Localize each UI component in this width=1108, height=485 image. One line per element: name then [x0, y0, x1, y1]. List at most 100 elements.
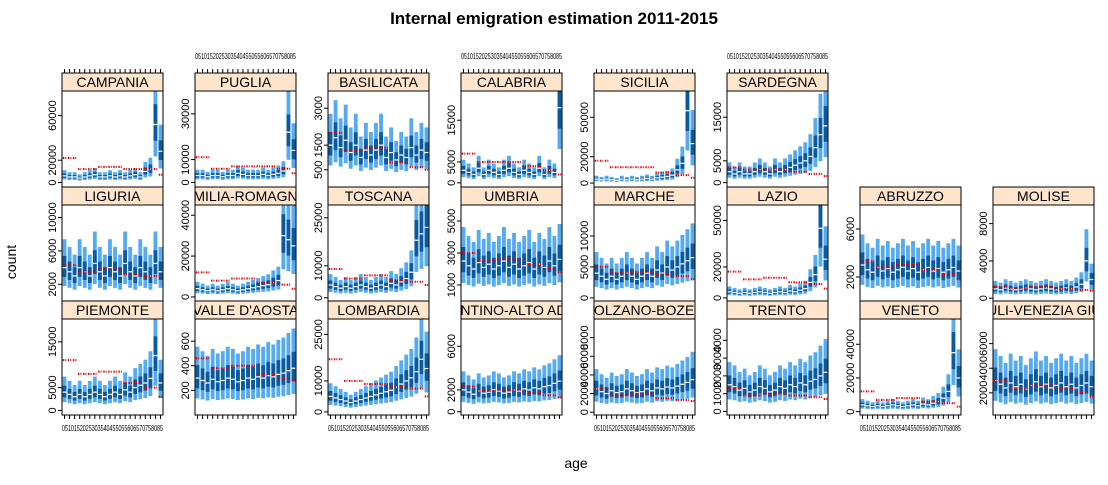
median-mark: [624, 179, 629, 181]
inner-band: [808, 147, 813, 164]
inner-band: [210, 366, 215, 390]
median-mark: [374, 286, 378, 288]
median-mark: [246, 174, 250, 177]
median-mark: [951, 352, 956, 354]
inner-band: [82, 261, 87, 280]
y-tick-label: 3000: [446, 241, 458, 265]
panel-calabria: CALABRIA 0 5000 15000 0510152025303540455055…: [446, 52, 563, 188]
median-mark: [481, 173, 486, 176]
x-axis-title: age: [564, 455, 588, 471]
median-mark: [614, 278, 619, 280]
median-mark: [87, 175, 92, 177]
median-mark: [486, 169, 491, 171]
median-mark: [660, 272, 665, 274]
y-tick-label: 2000: [712, 364, 724, 388]
median-mark: [133, 386, 138, 389]
strip-label: VALLE D'AOSTA: [193, 302, 299, 318]
inner-band: [1013, 375, 1018, 396]
median-mark: [1089, 278, 1094, 281]
inner-band: [532, 379, 537, 395]
band-group: [594, 91, 695, 182]
median-mark: [557, 107, 562, 109]
inner-band: [409, 263, 414, 280]
inner-band: [640, 268, 644, 283]
median-mark: [532, 268, 537, 270]
median-mark: [813, 378, 818, 381]
inner-band: [537, 380, 542, 396]
median-mark: [82, 176, 87, 178]
median-mark: [808, 155, 813, 158]
median-mark: [931, 270, 936, 272]
median-mark: [87, 393, 92, 396]
median-mark: [783, 387, 787, 389]
median-mark: [148, 168, 153, 170]
median-mark: [823, 371, 828, 373]
inner-band: [640, 384, 644, 398]
median-mark: [732, 173, 737, 175]
median-mark: [87, 275, 92, 277]
median-mark: [1044, 287, 1048, 289]
inner-band: [895, 258, 900, 279]
median-mark: [798, 162, 803, 164]
median-mark: [885, 268, 890, 270]
inner-band: [1059, 370, 1064, 393]
y-tick-label: 20000: [180, 241, 192, 272]
inner-band: [793, 377, 798, 394]
median-mark: [291, 245, 296, 247]
median-mark: [379, 392, 383, 394]
median-mark: [286, 370, 291, 372]
band-group: [62, 231, 163, 290]
inner-band: [399, 145, 404, 163]
y-tick-label: 5000: [47, 375, 59, 399]
median-mark: [200, 174, 205, 177]
median-mark: [660, 176, 665, 178]
y-tick-label: 6000: [579, 344, 591, 368]
median-mark: [230, 289, 235, 291]
median-mark: [461, 260, 466, 262]
inner-band: [813, 135, 818, 158]
median-mark: [645, 177, 649, 180]
band-group: [328, 100, 429, 173]
inner-band: [517, 257, 521, 278]
inner-band: [241, 368, 245, 391]
median-mark: [404, 380, 409, 382]
inner-band: [333, 122, 338, 151]
inner-band: [353, 132, 358, 156]
median-mark: [502, 392, 506, 394]
median-mark: [865, 405, 870, 407]
median-mark: [266, 174, 271, 177]
y-tick-label: 0: [313, 295, 325, 301]
median-mark: [507, 167, 511, 169]
median-mark: [599, 275, 604, 277]
inner-band: [619, 268, 624, 283]
inner-band: [1018, 372, 1023, 394]
inner-band: [286, 114, 291, 147]
median-mark: [936, 268, 941, 270]
median-mark: [818, 227, 823, 229]
inner-band: [286, 219, 291, 256]
median-mark: [419, 149, 424, 151]
y-tick-label: 1500: [313, 133, 325, 157]
median-mark: [803, 288, 808, 290]
median-mark: [635, 392, 639, 394]
median-mark: [542, 266, 547, 268]
inner-band: [594, 380, 599, 396]
inner-band: [414, 145, 419, 163]
median-mark: [532, 387, 537, 389]
median-mark: [522, 265, 527, 267]
panel-emilia-romagna: EMILIA-ROMAGNA 0 20000 40000: [180, 186, 297, 302]
median-mark: [757, 168, 762, 171]
median-mark: [609, 179, 614, 181]
inner-band: [655, 260, 660, 278]
inner-band: [727, 375, 732, 393]
y-tick-label: 0: [845, 409, 857, 415]
strip-label: MOLISE: [1017, 188, 1070, 204]
median-mark: [1049, 387, 1053, 389]
inner-band: [665, 256, 670, 276]
median-mark: [333, 137, 338, 139]
inner-band: [557, 244, 562, 272]
inner-band: [680, 374, 685, 393]
inner-band: [629, 383, 634, 397]
y-tick-label: 200: [180, 381, 192, 399]
median-mark: [901, 405, 905, 408]
